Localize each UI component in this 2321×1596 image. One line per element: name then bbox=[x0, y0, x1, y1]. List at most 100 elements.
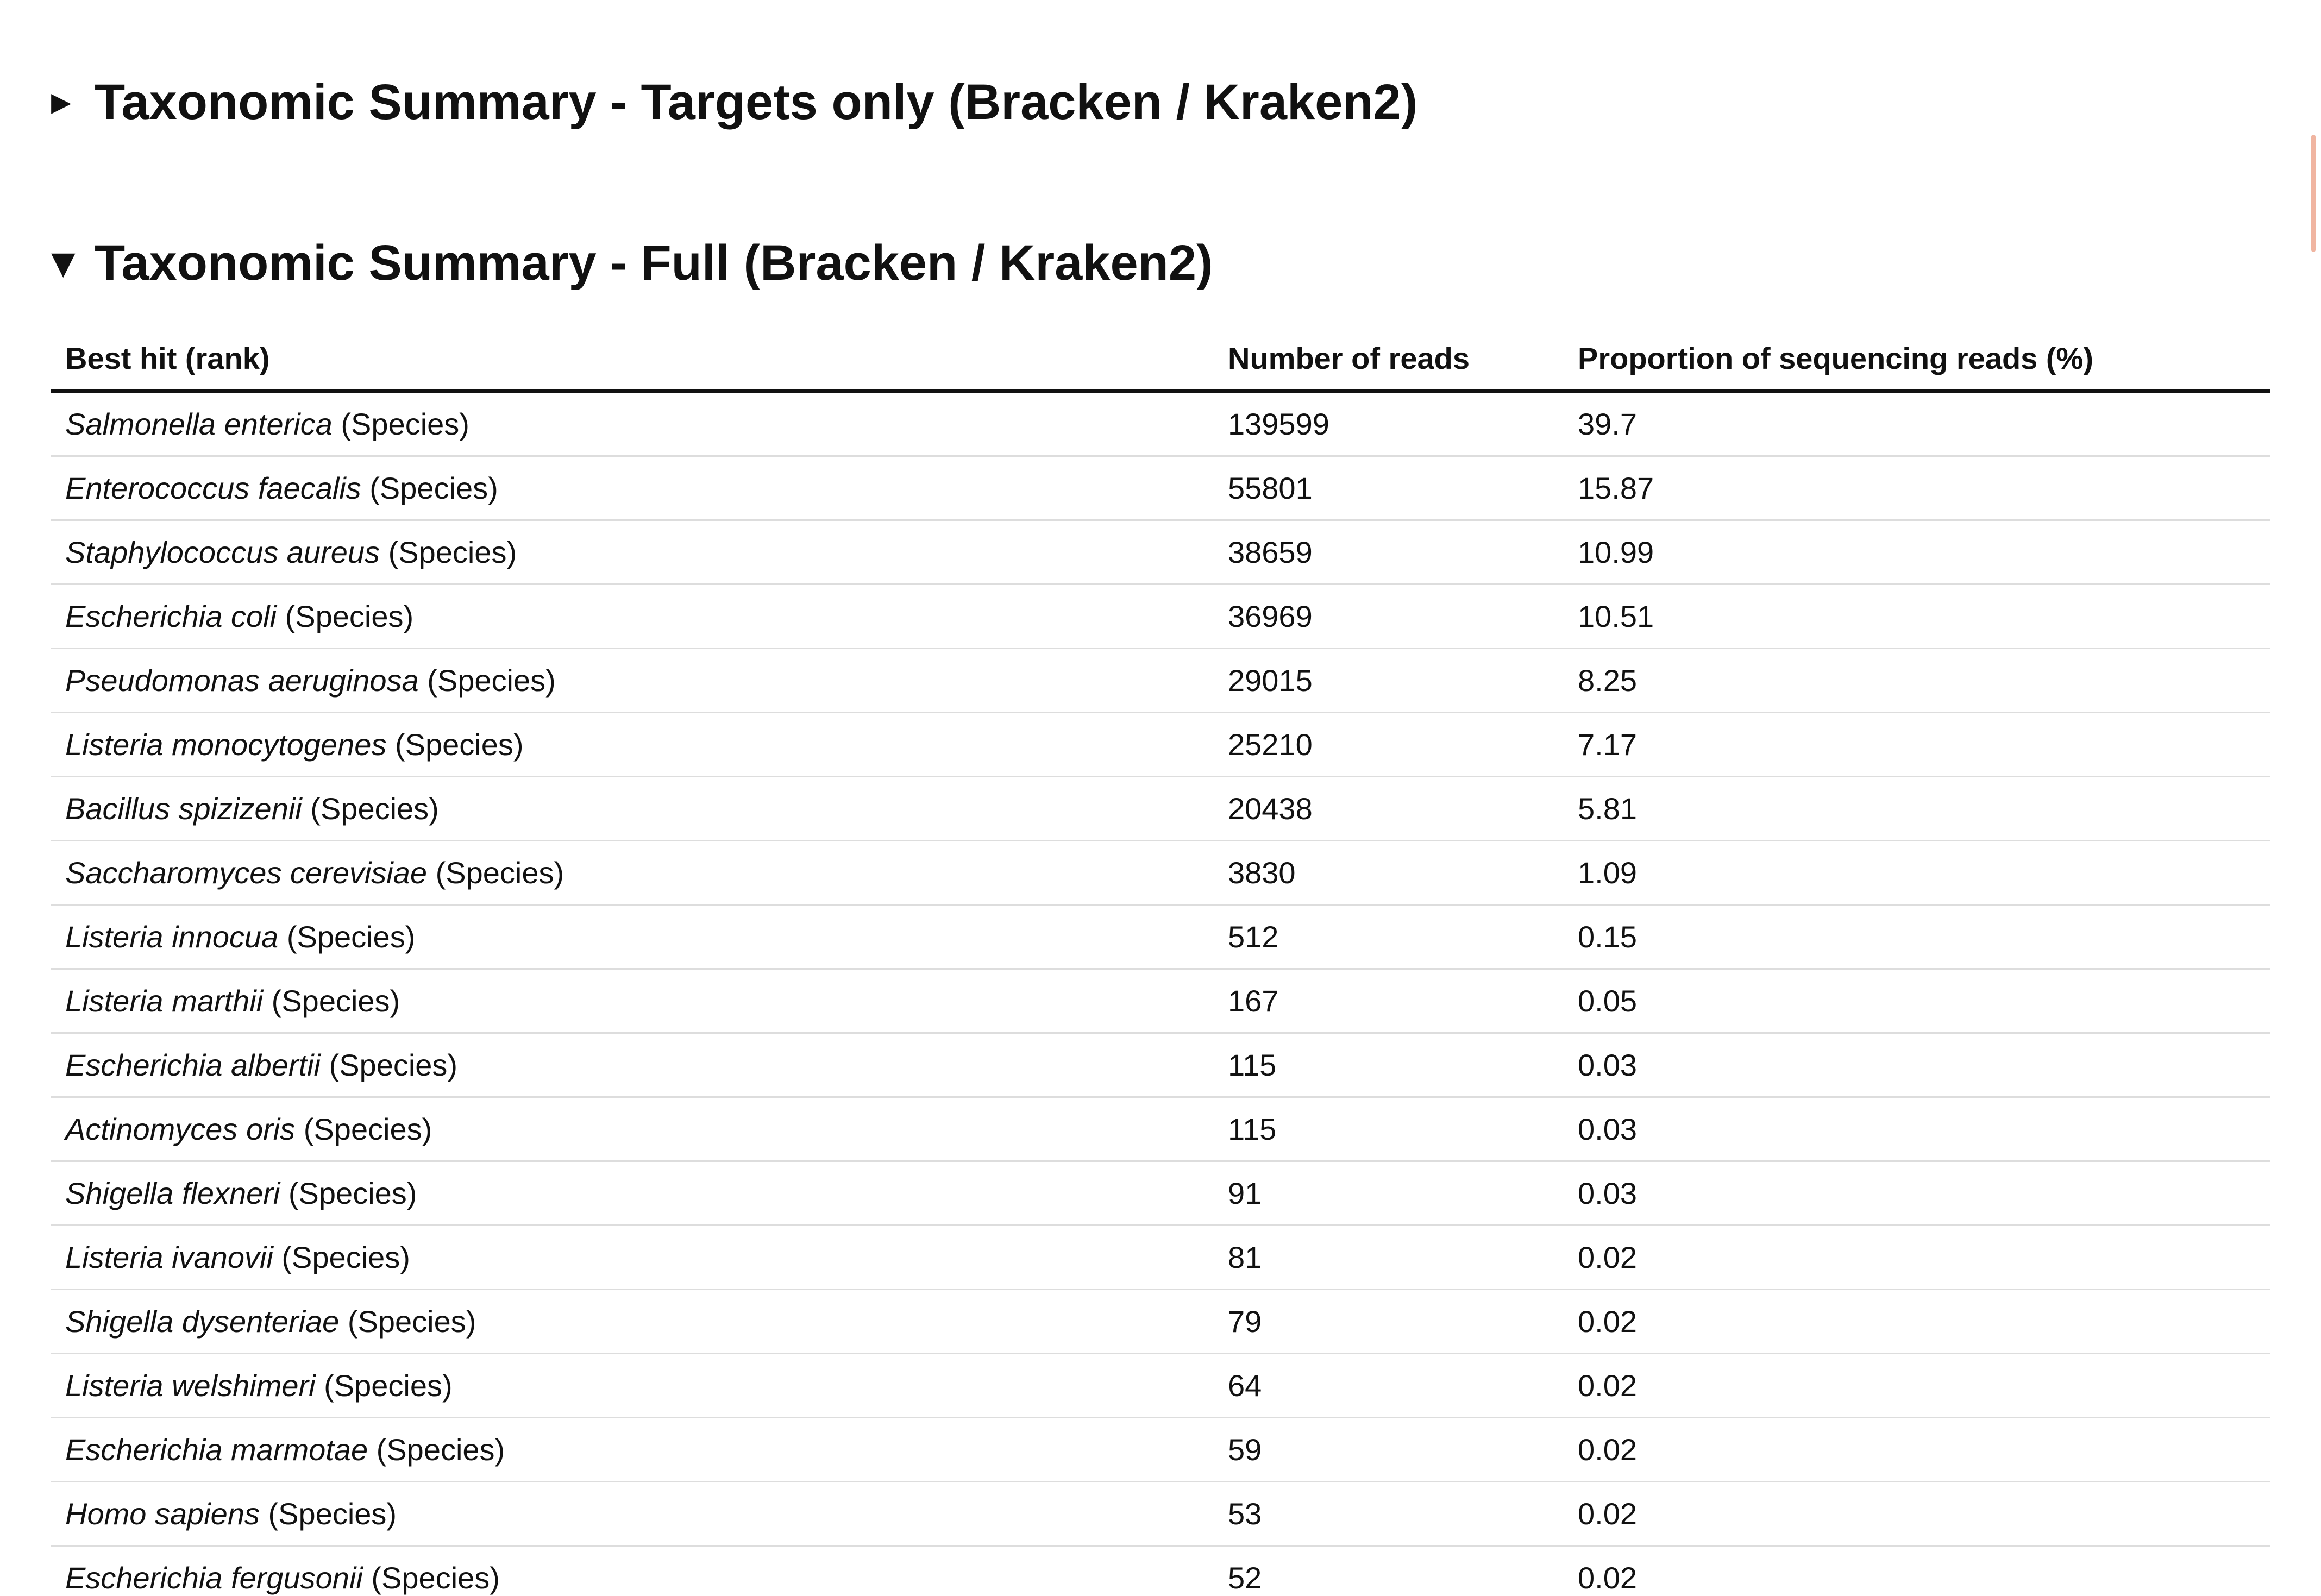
read-count-cell: 115 bbox=[1214, 1033, 1564, 1098]
rank-label: (Species) bbox=[347, 1304, 476, 1339]
section-title-targets-only: Taxonomic Summary - Targets only (Bracke… bbox=[95, 74, 1418, 130]
rank-label: (Species) bbox=[285, 599, 414, 633]
species-name: Homo sapiens bbox=[65, 1497, 260, 1531]
rank-label: (Species) bbox=[268, 1497, 397, 1531]
rank-label: (Species) bbox=[341, 407, 469, 441]
column-header-proportion[interactable]: Proportion of sequencing reads (%) bbox=[1564, 327, 2270, 393]
best-hit-cell: Listeria monocytogenes (Species) bbox=[51, 712, 1214, 777]
read-count-cell: 59 bbox=[1214, 1417, 1564, 1482]
proportion-cell: 5.81 bbox=[1564, 776, 2270, 841]
species-name: Escherichia marmotae bbox=[65, 1432, 368, 1467]
best-hit-cell: Listeria marthii (Species) bbox=[51, 969, 1214, 1034]
table-row: Listeria marthii (Species) 167 0.05 bbox=[51, 969, 2270, 1034]
species-name: Actinomyces oris bbox=[65, 1112, 296, 1146]
species-name: Listeria marthii bbox=[65, 984, 264, 1018]
rank-label: (Species) bbox=[271, 984, 400, 1018]
table-row: Escherichia albertii (Species) 115 0.03 bbox=[51, 1033, 2270, 1098]
column-header-number-of-reads[interactable]: Number of reads bbox=[1214, 327, 1564, 393]
species-name: Shigella dysenteriae bbox=[65, 1304, 340, 1339]
species-name: Bacillus spizizenii bbox=[65, 791, 302, 826]
proportion-cell: 0.02 bbox=[1564, 1353, 2270, 1418]
best-hit-cell: Shigella flexneri (Species) bbox=[51, 1161, 1214, 1226]
best-hit-cell: Escherichia fergusonii (Species) bbox=[51, 1545, 1214, 1596]
rank-label: (Species) bbox=[324, 1368, 453, 1403]
table-row: Saccharomyces cerevisiae (Species) 3830 1.… bbox=[51, 840, 2270, 906]
rank-label: (Species) bbox=[435, 856, 564, 890]
taxonomic-summary-table: Best hit (rank) Number of reads Proporti… bbox=[51, 327, 2270, 1596]
table-row: Actinomyces oris (Species) 115 0.03 bbox=[51, 1097, 2270, 1162]
species-name: Listeria monocytogenes bbox=[65, 727, 387, 762]
best-hit-cell: Escherichia marmotae (Species) bbox=[51, 1417, 1214, 1482]
rank-label: (Species) bbox=[303, 1112, 432, 1146]
table-row: Pseudomonas aeruginosa (Species) 29015 8.2… bbox=[51, 648, 2270, 713]
table-row: Shigella flexneri (Species) 91 0.03 bbox=[51, 1161, 2270, 1226]
read-count-cell: 139599 bbox=[1214, 391, 1564, 457]
table-row: Homo sapiens (Species) 53 0.02 bbox=[51, 1481, 2270, 1547]
read-count-cell: 55801 bbox=[1214, 456, 1564, 521]
species-name: Salmonella enterica bbox=[65, 407, 333, 441]
best-hit-cell: Saccharomyces cerevisiae (Species) bbox=[51, 840, 1214, 906]
table-row: Salmonella enterica (Species) 139599 39.7 bbox=[51, 391, 2270, 457]
read-count-cell: 3830 bbox=[1214, 840, 1564, 906]
read-count-cell: 81 bbox=[1214, 1225, 1564, 1290]
rank-label: (Species) bbox=[427, 663, 556, 698]
table-row: Listeria ivanovii (Species) 81 0.02 bbox=[51, 1225, 2270, 1290]
species-name: Listeria welshimeri bbox=[65, 1368, 316, 1403]
species-name: Escherichia albertii bbox=[65, 1048, 321, 1082]
table-row: Listeria welshimeri (Species) 64 0.02 bbox=[51, 1353, 2270, 1418]
rank-label: (Species) bbox=[388, 535, 517, 569]
proportion-cell: 10.51 bbox=[1564, 584, 2270, 649]
read-count-cell: 79 bbox=[1214, 1289, 1564, 1354]
rank-label: (Species) bbox=[310, 791, 439, 826]
species-name: Escherichia coli bbox=[65, 599, 277, 633]
species-name: Enterococcus faecalis bbox=[65, 471, 361, 505]
section-full-toggle[interactable]: ▼ Taxonomic Summary - Full (Bracken / Kr… bbox=[51, 230, 1213, 296]
best-hit-cell: Listeria innocua (Species) bbox=[51, 904, 1214, 970]
read-count-cell: 36969 bbox=[1214, 584, 1564, 649]
table-header-row: Best hit (rank) Number of reads Proporti… bbox=[51, 327, 2270, 393]
read-count-cell: 167 bbox=[1214, 969, 1564, 1034]
proportion-cell: 0.02 bbox=[1564, 1225, 2270, 1290]
table-body: Salmonella enterica (Species) 139599 39.7 E… bbox=[51, 391, 2270, 1596]
scrollbar-thumb[interactable] bbox=[2311, 135, 2316, 252]
species-name: Escherichia fergusonii bbox=[65, 1561, 363, 1595]
section-title-full: Taxonomic Summary - Full (Bracken / Krak… bbox=[95, 235, 1213, 291]
species-name: Listeria innocua bbox=[65, 920, 279, 954]
best-hit-cell: Escherichia coli (Species) bbox=[51, 584, 1214, 649]
proportion-cell: 1.09 bbox=[1564, 840, 2270, 906]
proportion-cell: 0.02 bbox=[1564, 1545, 2270, 1596]
rank-label: (Species) bbox=[371, 1561, 500, 1595]
species-name: Pseudomonas aeruginosa bbox=[65, 663, 419, 698]
species-name: Shigella flexneri bbox=[65, 1176, 280, 1210]
proportion-cell: 0.02 bbox=[1564, 1481, 2270, 1547]
column-header-best-hit[interactable]: Best hit (rank) bbox=[51, 327, 1214, 393]
read-count-cell: 53 bbox=[1214, 1481, 1564, 1547]
rank-label: (Species) bbox=[376, 1432, 505, 1467]
table-row: Listeria monocytogenes (Species) 25210 7.1… bbox=[51, 712, 2270, 777]
best-hit-cell: Listeria welshimeri (Species) bbox=[51, 1353, 1214, 1418]
proportion-cell: 0.02 bbox=[1564, 1417, 2270, 1482]
best-hit-cell: Escherichia albertii (Species) bbox=[51, 1033, 1214, 1098]
proportion-cell: 7.17 bbox=[1564, 712, 2270, 777]
read-count-cell: 38659 bbox=[1214, 520, 1564, 585]
proportion-cell: 39.7 bbox=[1564, 391, 2270, 457]
section-targets-only-toggle[interactable]: ▶ Taxonomic Summary - Targets only (Brac… bbox=[51, 70, 1417, 135]
read-count-cell: 25210 bbox=[1214, 712, 1564, 777]
rank-label: (Species) bbox=[369, 471, 498, 505]
proportion-cell: 0.02 bbox=[1564, 1289, 2270, 1354]
species-name: Staphylococcus aureus bbox=[65, 535, 380, 569]
rank-label: (Species) bbox=[281, 1240, 410, 1274]
species-name: Saccharomyces cerevisiae bbox=[65, 856, 428, 890]
rank-label: (Species) bbox=[286, 920, 416, 954]
proportion-cell: 8.25 bbox=[1564, 648, 2270, 713]
table-row: Shigella dysenteriae (Species) 79 0.02 bbox=[51, 1289, 2270, 1354]
table-row: Escherichia marmotae (Species) 59 0.02 bbox=[51, 1417, 2270, 1482]
rank-label: (Species) bbox=[288, 1176, 417, 1210]
read-count-cell: 64 bbox=[1214, 1353, 1564, 1418]
best-hit-cell: Pseudomonas aeruginosa (Species) bbox=[51, 648, 1214, 713]
best-hit-cell: Shigella dysenteriae (Species) bbox=[51, 1289, 1214, 1354]
proportion-cell: 10.99 bbox=[1564, 520, 2270, 585]
best-hit-cell: Homo sapiens (Species) bbox=[51, 1481, 1214, 1547]
read-count-cell: 91 bbox=[1214, 1161, 1564, 1226]
